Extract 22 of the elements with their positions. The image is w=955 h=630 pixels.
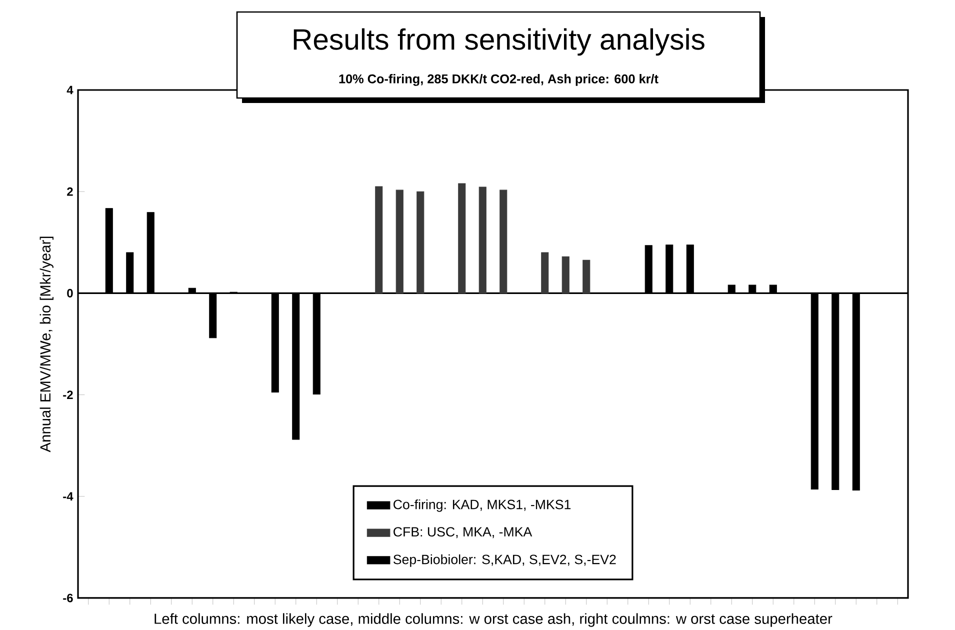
y-tick-label: -6 (63, 594, 73, 602)
bar (478, 186, 486, 294)
legend-label: CFB: USC, MKA, -MKA (394, 527, 532, 538)
bar (500, 190, 508, 294)
bar (562, 256, 570, 294)
bar (375, 186, 383, 294)
bar (416, 191, 424, 294)
y-tick-label: -4 (63, 492, 74, 501)
bar (541, 252, 549, 294)
legend-label: Sep-Biobioler: S,KAD, S,EV2, S,-EV2 (393, 554, 616, 567)
bar (458, 183, 466, 294)
y-tick-label: -2 (63, 390, 73, 399)
chart-subtitle: 10% Co-firing, 285 DKK/t CO2-red, Ash price: 600 kr/t (339, 74, 658, 86)
x-axis-title: Left columns: most likely case, middle columns: w orst case ash, right coulmns: w orst case superheater (154, 613, 832, 627)
y-tick-label: 0 (67, 288, 73, 298)
bar (396, 190, 404, 294)
chart-title: Results from sensitivity analysis (294, 28, 704, 56)
y-tick-label: 4 (66, 86, 74, 94)
y-axis-title: Annual EMV/MWe, bio [Mkr/year] (40, 236, 54, 452)
y-tick-label: 2 (67, 187, 73, 196)
bar (582, 260, 590, 294)
legend-label: Co-firing: KAD, MKS1, -MKS1 (394, 499, 571, 512)
